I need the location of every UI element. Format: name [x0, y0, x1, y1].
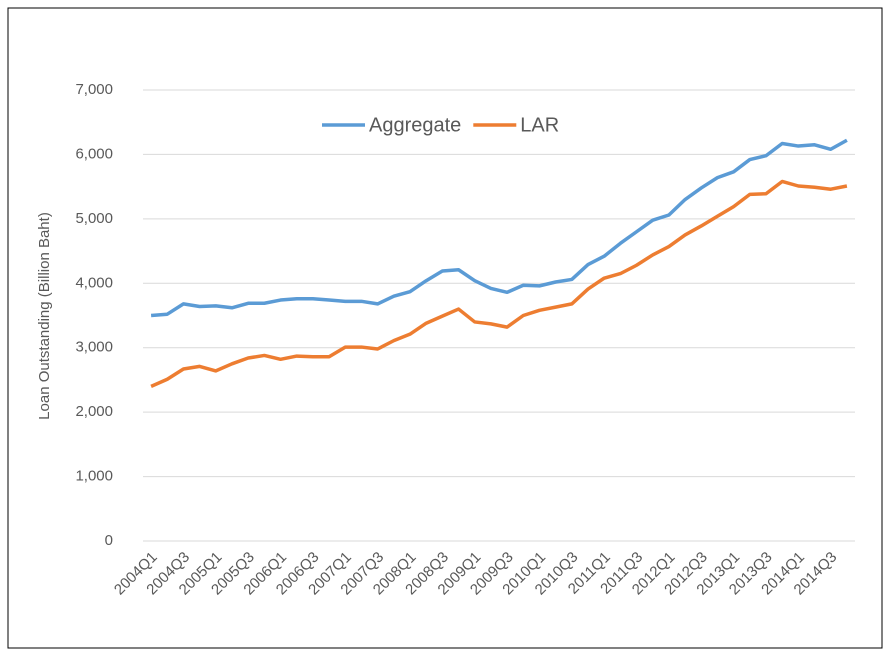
y-tick-label: 5,000 [75, 210, 113, 227]
y-tick-label: 4,000 [75, 274, 113, 291]
y-tick-label: 7,000 [75, 81, 113, 98]
y-tick-label: 6,000 [75, 145, 113, 162]
y-tick-label: 0 [105, 532, 113, 549]
series-line [150, 179, 848, 388]
y-tick-label: 2,000 [75, 403, 113, 420]
series-line [150, 138, 848, 318]
y-axis-label: Loan Outstanding (Billion Baht) [36, 212, 53, 420]
y-tick-label: 3,000 [75, 339, 113, 356]
frame [7, 7, 883, 649]
y-tick-label: 1,000 [75, 468, 113, 485]
legend-label: LAR [520, 114, 559, 136]
legend-label: Aggregate [369, 114, 461, 136]
